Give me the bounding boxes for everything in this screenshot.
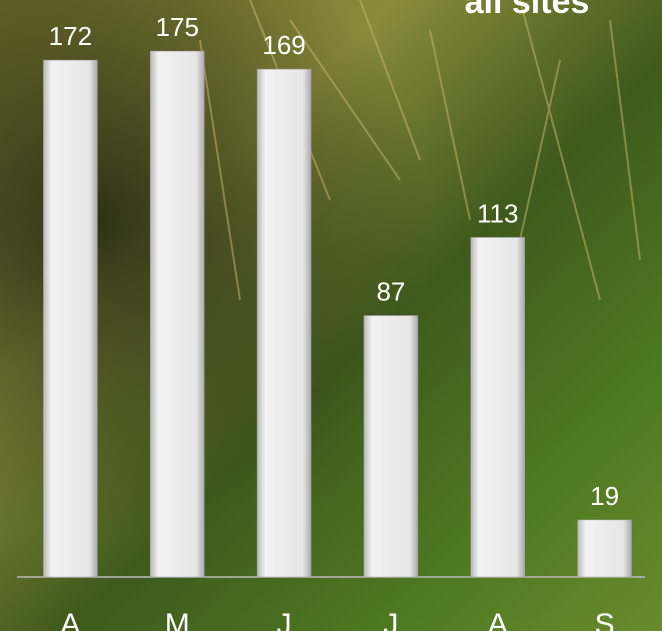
value-label: 175: [156, 12, 199, 42]
bar: [150, 50, 205, 578]
x-tick-label: J: [383, 608, 398, 631]
bar: [470, 237, 525, 578]
value-label: 87: [376, 276, 405, 306]
value-label: 19: [590, 481, 619, 511]
x-tick-label: M: [165, 608, 190, 631]
bar: [43, 59, 98, 578]
x-tick-label: J: [277, 608, 292, 631]
value-label: 169: [262, 30, 305, 60]
bar: [363, 315, 419, 578]
chart-title: all sites: [465, 0, 590, 21]
bar: [577, 519, 632, 578]
value-label: 172: [49, 21, 92, 51]
x-tick-label: S: [595, 608, 615, 631]
value-label: 113: [477, 198, 518, 228]
bar: [256, 68, 312, 578]
x-tick-label: A: [60, 608, 80, 631]
x-tick-label: A: [488, 608, 508, 631]
